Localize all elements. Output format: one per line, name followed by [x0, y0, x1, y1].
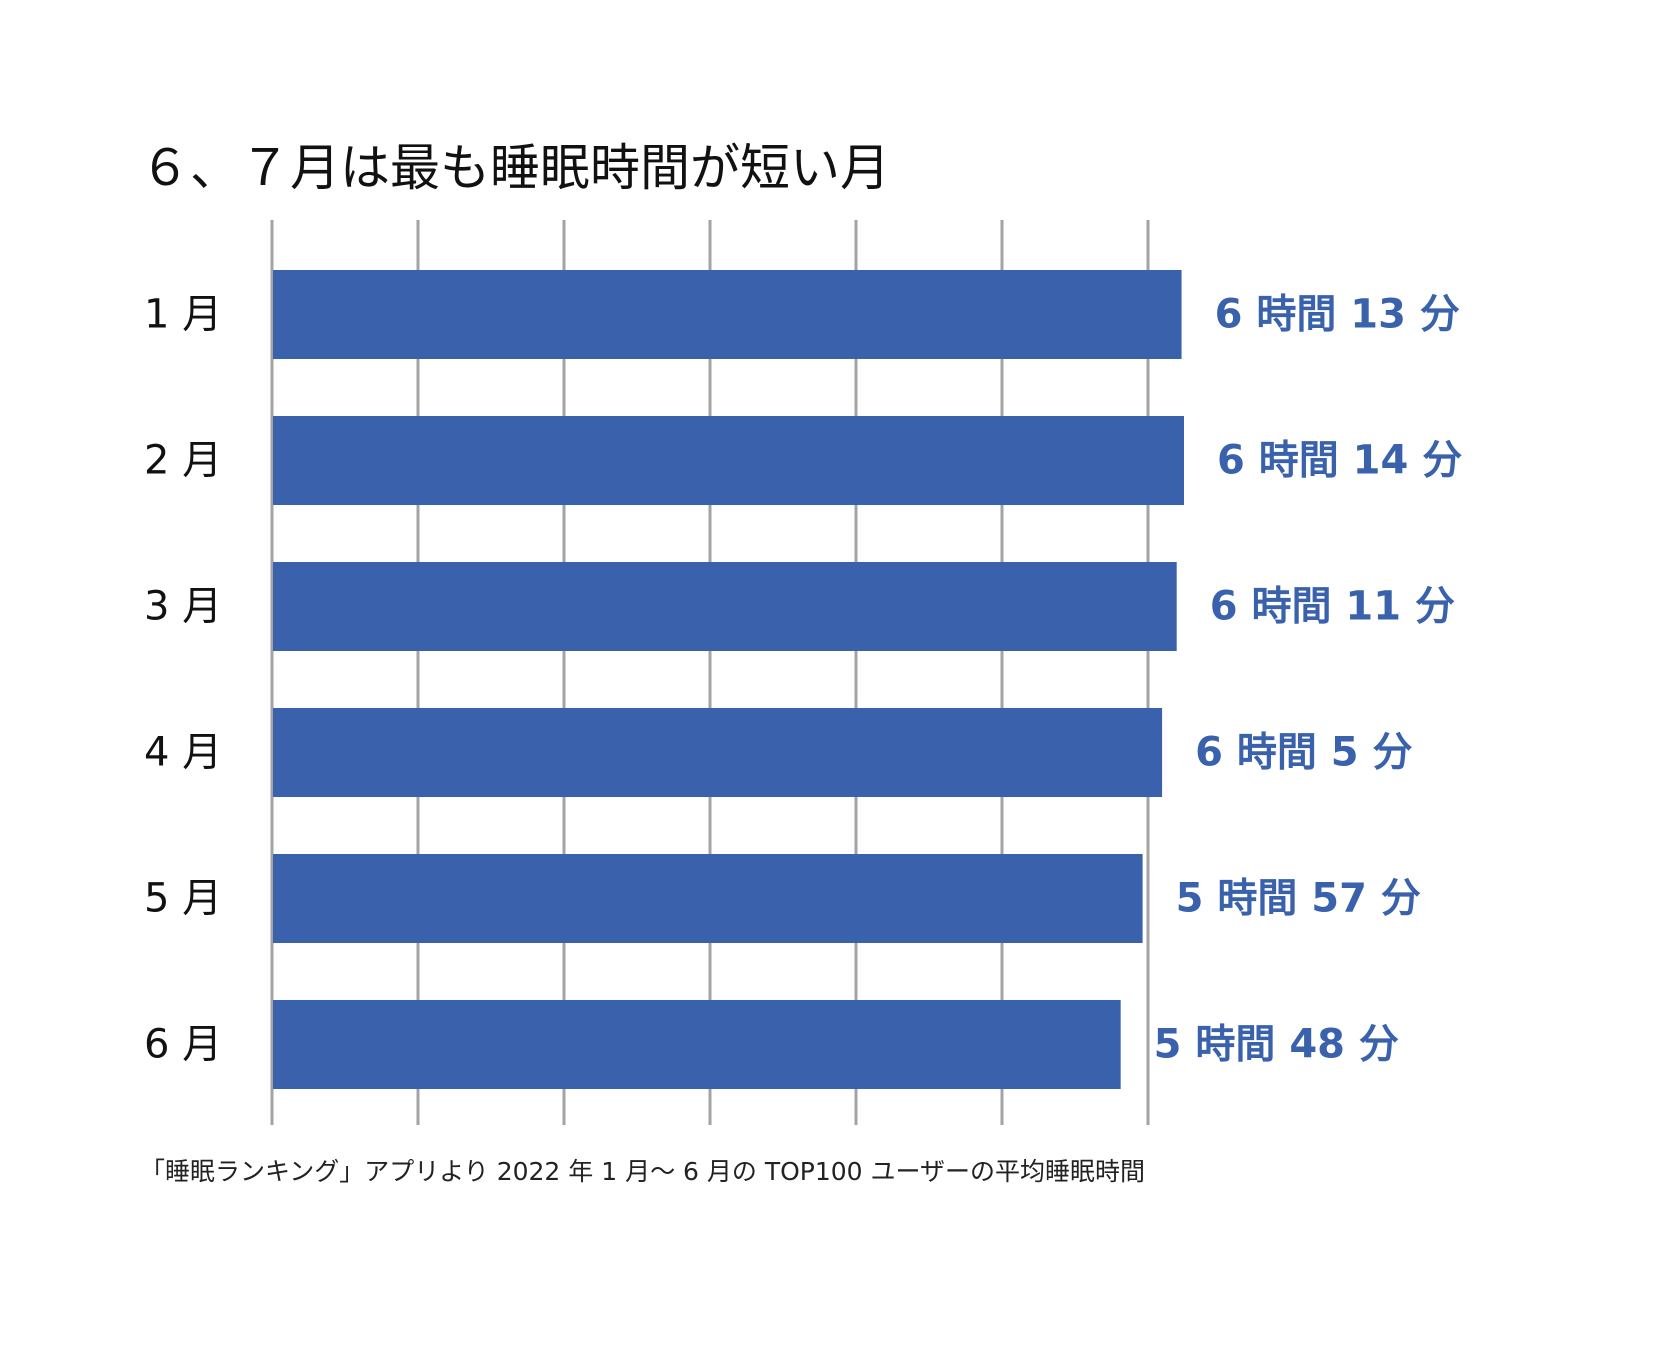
category-labels: 1 月 2 月 3 月 4 月 5 月 6 月	[144, 292, 222, 1068]
bar	[273, 854, 1143, 943]
category-label: 4 月	[144, 730, 222, 776]
bar	[273, 270, 1182, 359]
category-label: 1 月	[144, 292, 222, 338]
chart-source-note: 「睡眠ランキング」アプリより 2022 年 1 月〜 6 月の TOP100 ユ…	[140, 1157, 1146, 1186]
bars	[273, 270, 1184, 1089]
bar	[273, 416, 1184, 505]
grid-lines	[270, 220, 1150, 1125]
data-label: 6 時間 11 分	[1210, 584, 1455, 630]
category-label: 5 月	[144, 876, 222, 922]
chart-title: ６、７月は最も睡眠時間が短い月	[140, 139, 890, 197]
data-label: 5 時間 48 分	[1154, 1022, 1399, 1068]
data-label: 6 時間 13 分	[1215, 292, 1460, 338]
category-label: 2 月	[144, 438, 222, 484]
data-label: 5 時間 57 分	[1176, 876, 1421, 922]
data-label: 6 時間 14 分	[1217, 438, 1462, 484]
bar	[273, 708, 1163, 797]
category-label: 3 月	[144, 584, 222, 630]
category-label: 6 月	[144, 1022, 222, 1068]
bar	[273, 562, 1177, 651]
bar	[273, 1000, 1121, 1089]
data-labels: 6 時間 13 分 6 時間 14 分 6 時間 11 分 6 時間 5 分 5 時間 …	[1154, 292, 1463, 1068]
data-label: 6 時間 5 分	[1195, 730, 1412, 776]
